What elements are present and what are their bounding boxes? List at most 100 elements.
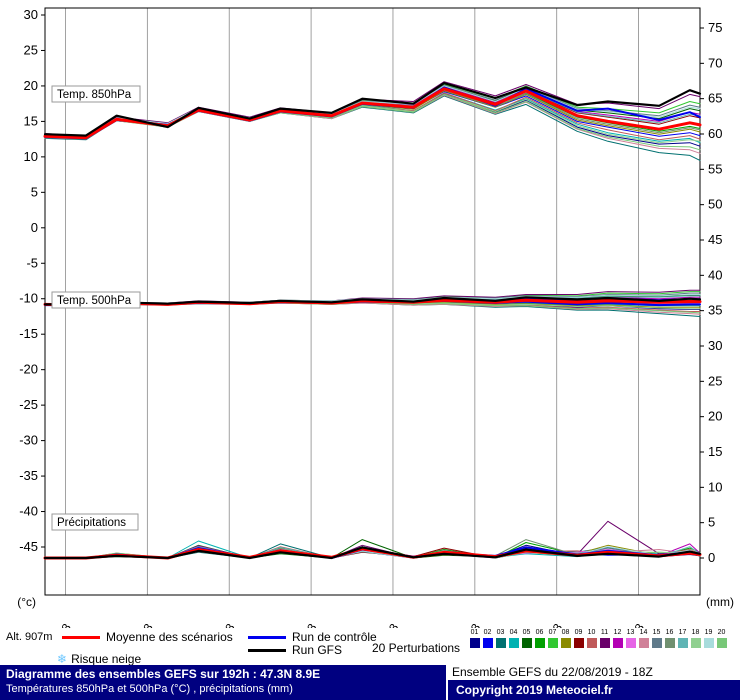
perturbation-legend-item: 03 [494, 629, 507, 648]
perturbation-color-swatch [469, 638, 480, 648]
perturbation-number: 18 [691, 629, 700, 636]
series-temp850-p12 [44, 86, 701, 138]
panel-label-box [51, 85, 141, 103]
series-temp850-p19 [44, 85, 701, 138]
x-tick-label: 29/08 [537, 621, 565, 628]
series-temp850-mean [43, 87, 702, 140]
perturbation-color-swatch [573, 638, 584, 648]
snow-risk-item: ❄ Risque neige [57, 652, 141, 666]
right-axis-label: 30 [708, 338, 722, 353]
perturbation-number: 04 [509, 629, 518, 636]
left-axis-label: 25 [24, 42, 38, 57]
control-line-swatch [248, 636, 286, 639]
perturbation-number: 08 [561, 629, 570, 636]
perturbation-legend-item: 11 [598, 629, 611, 648]
mean-line-label: Moyenne des scénarios [106, 630, 233, 644]
right-axis-label: 45 [708, 232, 722, 247]
perturbation-legend-item: 01 [468, 629, 481, 648]
series-temp850-gfs [43, 81, 702, 137]
x-tick-label: 23/08 [46, 621, 74, 628]
perturbation-number: 15 [652, 629, 661, 636]
perturbation-legend-item: 19 [702, 629, 715, 648]
right-axis-label: 55 [708, 161, 722, 176]
x-tick-label: 27/08 [374, 621, 402, 628]
perturbation-legend-item: 04 [507, 629, 520, 648]
panel-label: Temp. 850hPa [57, 89, 132, 101]
left-axis-label: 10 [24, 149, 38, 164]
perturbation-number: 10 [587, 629, 596, 636]
diagram-title: Diagramme des ensembles GEFS sur 192h : … [6, 667, 321, 681]
left-axis-label: -5 [26, 255, 38, 270]
perturbation-number: 02 [483, 629, 492, 636]
left-axis-label: -40 [19, 504, 38, 519]
footer-bar: Diagramme des ensembles GEFS sur 192h : … [0, 665, 740, 700]
perturbation-color-swatch [534, 638, 545, 648]
perturbation-number: 03 [496, 629, 505, 636]
right-axis-label: 20 [708, 409, 722, 424]
left-axis-label: -35 [19, 468, 38, 483]
perturbation-legend-item: 16 [663, 629, 676, 648]
left-axis-label: 0 [31, 220, 38, 235]
perturbation-color-swatch [677, 638, 688, 648]
perturbation-legend-strip: 01 02 03 04 05 06 07 08 09 10 11 12 13 14 15 16 17 18 19 20 [468, 629, 728, 648]
panel-label-box [51, 513, 139, 531]
right-axis-label: 75 [708, 20, 722, 35]
right-axis-label: 10 [708, 479, 722, 494]
left-axis-label: -45 [19, 539, 38, 554]
perturbation-legend-item: 08 [559, 629, 572, 648]
ensemble-chart: 302520151050-5-10-15-20-25-30-35-40-4575… [17, 7, 734, 628]
perturbation-color-swatch [703, 638, 714, 648]
series-precip-gfs [43, 546, 702, 560]
perturbation-color-swatch [547, 638, 558, 648]
left-axis-unit: (°c) [17, 595, 36, 609]
right-axis-label: 40 [708, 267, 722, 282]
perturbation-number: 07 [548, 629, 557, 636]
left-axis-label: -10 [19, 291, 38, 306]
perturbation-number: 20 [717, 629, 726, 636]
diagram-subtitle: Températures 850hPa et 500hPa (°C) , pré… [6, 683, 293, 695]
right-axis-label: 50 [708, 197, 722, 212]
left-axis-label: -30 [19, 433, 38, 448]
panel-label-box [51, 291, 141, 309]
right-axis-label: 35 [708, 303, 722, 318]
perturbation-color-swatch [651, 638, 662, 648]
gfs-line-swatch [248, 649, 286, 652]
perturbation-number: 01 [470, 629, 479, 636]
perturbation-legend-item: 15 [650, 629, 663, 648]
left-axis-label: -25 [19, 397, 38, 412]
right-axis-label: 65 [708, 91, 722, 106]
right-axis-label: 0 [708, 550, 715, 565]
snow-risk-label: Risque neige [71, 652, 142, 666]
panel-label: Précipitations [57, 517, 126, 529]
gfs-line-label: Run GFS [292, 643, 343, 657]
perturbation-legend-item: 18 [689, 629, 702, 648]
x-tick-label: 24/08 [128, 621, 156, 628]
perturbation-color-swatch [716, 638, 727, 648]
perturbation-legend-item: 13 [624, 629, 637, 648]
perturbation-legend-item: 20 [715, 629, 728, 648]
perturbation-color-swatch [508, 638, 519, 648]
perturbation-color-swatch [521, 638, 532, 648]
perturbation-legend-item: 05 [520, 629, 533, 648]
perturbation-color-swatch [599, 638, 610, 648]
perturbation-number: 16 [665, 629, 674, 636]
x-tick-label: 30/08 [619, 621, 647, 628]
perturbation-legend-item: 09 [572, 629, 585, 648]
left-axis-label: -15 [19, 326, 38, 341]
perturbation-color-swatch [612, 638, 623, 648]
x-tick-label: 26/08 [292, 621, 320, 628]
control-line-label: Run de contrôle [292, 630, 377, 644]
perturbation-legend-item: 12 [611, 629, 624, 648]
right-axis-label: 60 [708, 126, 722, 141]
perturbation-number: 09 [574, 629, 583, 636]
perturbation-number: 19 [704, 629, 713, 636]
right-axis-label: 25 [708, 373, 722, 388]
right-axis-unit: (mm) [706, 595, 734, 609]
series-temp850-p6 [44, 89, 701, 139]
perturbation-color-swatch [625, 638, 636, 648]
perturbation-legend-item: 17 [676, 629, 689, 648]
snowflake-icon: ❄ [57, 652, 68, 666]
panel-label: Temp. 500hPa [57, 295, 132, 307]
left-axis-label: 15 [24, 113, 38, 128]
